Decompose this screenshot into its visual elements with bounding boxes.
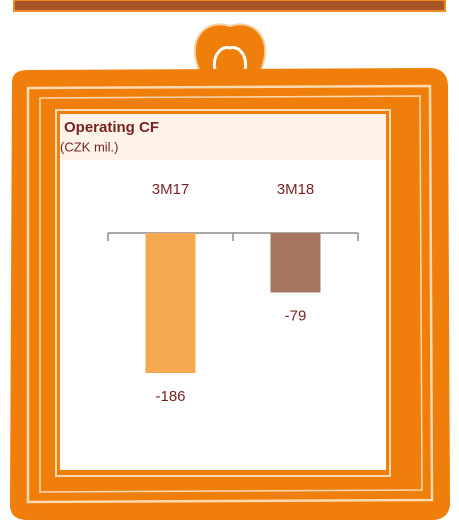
page: Operating CF (CZK mil.) 3M17-1863M18-79 … xyxy=(0,0,459,522)
chart-title: Operating CF xyxy=(64,119,159,136)
category-label: 3M17 xyxy=(152,181,190,198)
bar xyxy=(146,233,196,373)
plot-area xyxy=(60,160,386,470)
chart-subtitle: (CZK mil.) xyxy=(60,139,119,154)
category-label: 3M18 xyxy=(277,181,315,198)
value-label: -186 xyxy=(155,388,185,405)
chart: Operating CF (CZK mil.) 3M17 -186 3M18 -79 xyxy=(0,0,459,522)
bar xyxy=(271,233,321,292)
value-label: -79 xyxy=(285,307,307,324)
top-strip xyxy=(14,0,445,11)
